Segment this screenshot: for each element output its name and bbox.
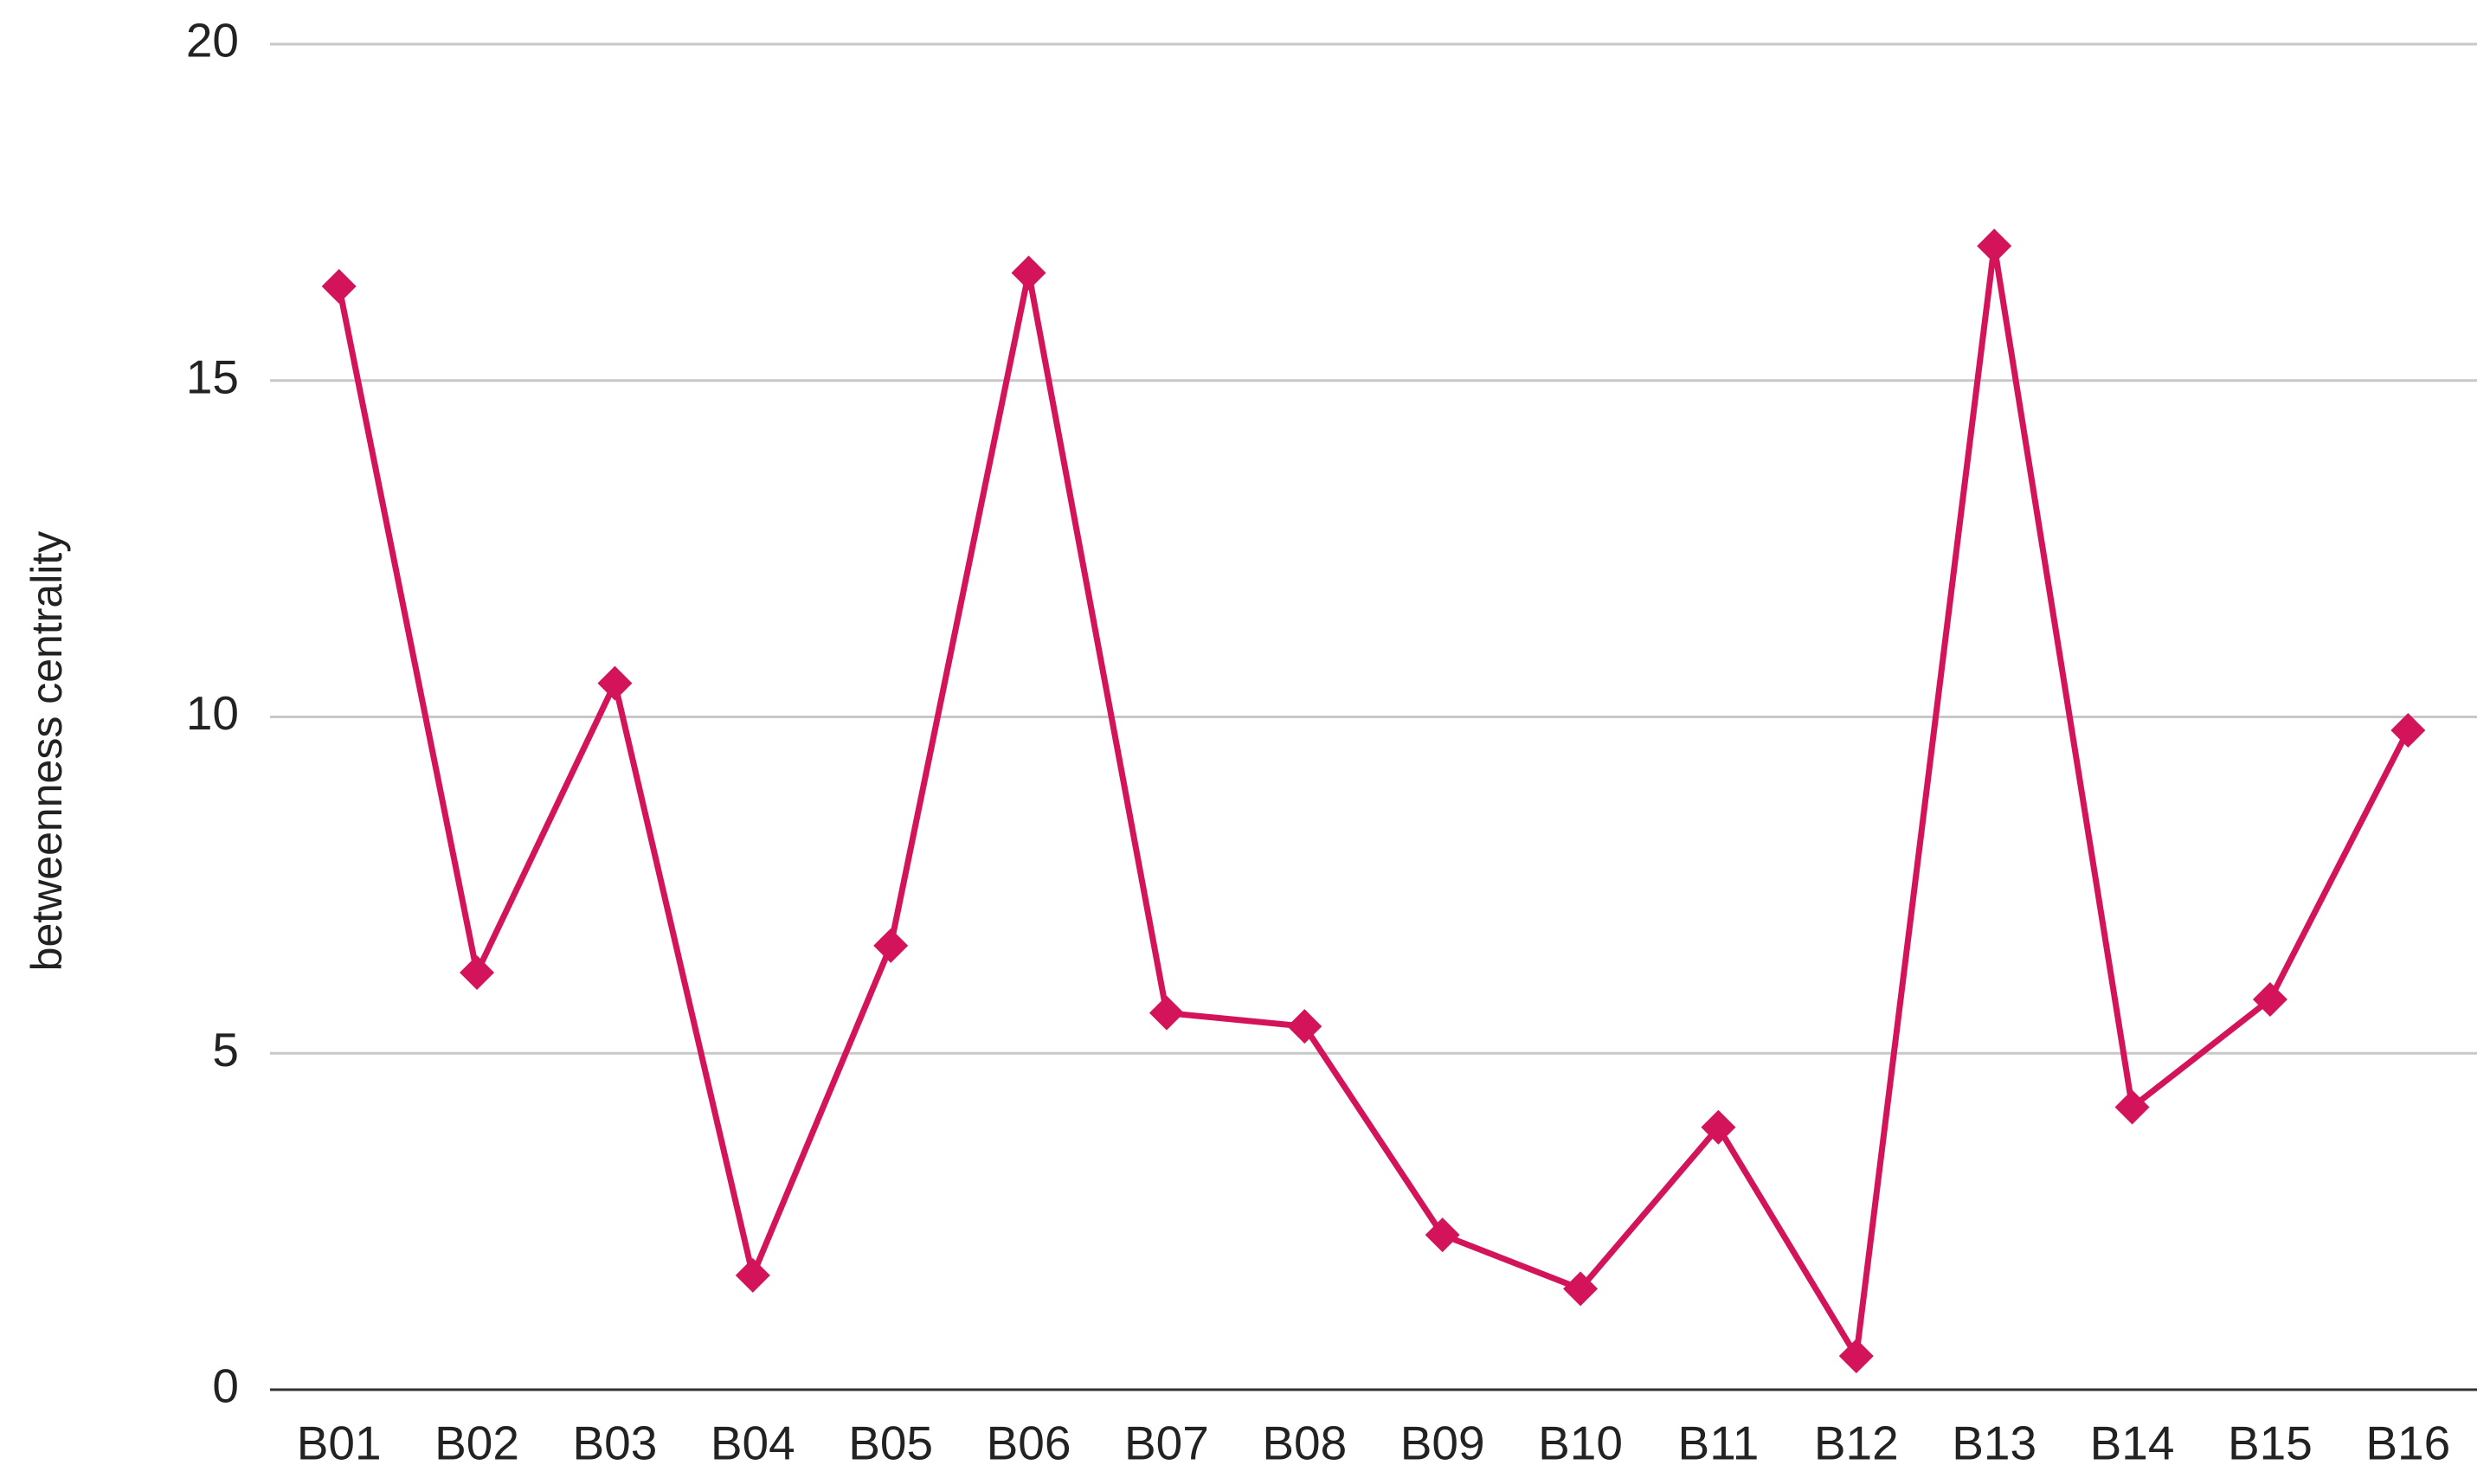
x-tick-label: B11 — [1678, 1417, 1760, 1470]
data-point — [2114, 1089, 2150, 1125]
data-point — [735, 1257, 770, 1293]
data-point — [1287, 1009, 1322, 1044]
data-point — [321, 268, 357, 304]
x-tick-label: B05 — [848, 1417, 933, 1470]
x-tick-label: B13 — [1952, 1417, 2036, 1470]
y-tick-label: 5 — [212, 1023, 239, 1076]
data-point — [1563, 1271, 1599, 1307]
series-line — [336, 242, 2411, 1359]
y-tick-label: 10 — [186, 686, 239, 740]
data-point — [1011, 255, 1046, 291]
x-tick-label: B02 — [434, 1417, 519, 1470]
y-tick-label: 0 — [212, 1359, 239, 1413]
data-point — [1838, 1339, 1874, 1374]
x-tick-label: B09 — [1400, 1417, 1485, 1470]
x-tick-label: B06 — [987, 1417, 1071, 1470]
x-tick-label: B03 — [573, 1417, 658, 1470]
data-point — [1425, 1217, 1460, 1253]
data-point — [1977, 228, 2012, 264]
y-tick-label: 15 — [186, 350, 239, 403]
x-tick-label: B10 — [1538, 1417, 1623, 1470]
x-tick-label: B07 — [1124, 1417, 1209, 1470]
x-tick-label: B01 — [297, 1417, 382, 1470]
x-tick-label: B04 — [711, 1417, 795, 1470]
x-tick-label: B16 — [2365, 1417, 2450, 1470]
x-tick-label: B15 — [2228, 1417, 2313, 1470]
y-axis-label: betweenness centrality — [23, 531, 71, 972]
x-tick-label: B12 — [1814, 1417, 1899, 1470]
x-tick-label: B08 — [1262, 1417, 1347, 1470]
x-tick-label: B14 — [2090, 1417, 2175, 1470]
data-point — [1701, 1109, 1736, 1145]
y-tick-label: 20 — [186, 14, 239, 67]
data-point — [2252, 982, 2287, 1018]
data-point — [2390, 713, 2426, 748]
data-point — [460, 954, 495, 990]
data-point — [873, 928, 909, 963]
data-point — [1148, 995, 1184, 1031]
data-point — [597, 665, 633, 701]
